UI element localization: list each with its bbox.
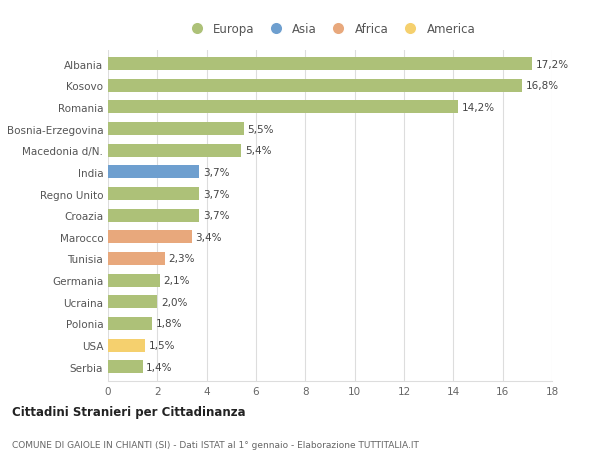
- Bar: [108, 209, 199, 222]
- Legend: Europa, Asia, Africa, America: Europa, Asia, Africa, America: [182, 20, 478, 38]
- Text: 2,0%: 2,0%: [161, 297, 187, 307]
- Bar: [108, 123, 244, 136]
- Bar: [108, 296, 157, 308]
- Bar: [108, 188, 199, 201]
- Bar: [108, 231, 192, 244]
- Text: 3,4%: 3,4%: [196, 232, 222, 242]
- Text: 3,7%: 3,7%: [203, 168, 229, 178]
- Text: 2,3%: 2,3%: [169, 254, 195, 264]
- Bar: [108, 252, 165, 265]
- Text: 1,8%: 1,8%: [156, 319, 182, 329]
- Bar: [108, 339, 145, 352]
- Text: 2,1%: 2,1%: [163, 275, 190, 285]
- Bar: [108, 317, 152, 330]
- Bar: [108, 80, 523, 93]
- Text: 1,5%: 1,5%: [149, 340, 175, 350]
- Text: 1,4%: 1,4%: [146, 362, 173, 372]
- Text: 3,7%: 3,7%: [203, 189, 229, 199]
- Bar: [108, 166, 199, 179]
- Text: Cittadini Stranieri per Cittadinanza: Cittadini Stranieri per Cittadinanza: [12, 405, 245, 419]
- Bar: [108, 360, 143, 374]
- Text: 16,8%: 16,8%: [526, 81, 559, 91]
- Bar: [108, 58, 532, 71]
- Text: 5,5%: 5,5%: [247, 124, 274, 134]
- Text: 5,4%: 5,4%: [245, 146, 271, 156]
- Bar: [108, 145, 241, 157]
- Bar: [108, 101, 458, 114]
- Text: 17,2%: 17,2%: [536, 60, 569, 69]
- Bar: [108, 274, 160, 287]
- Text: 14,2%: 14,2%: [462, 103, 495, 113]
- Text: 3,7%: 3,7%: [203, 211, 229, 221]
- Text: COMUNE DI GAIOLE IN CHIANTI (SI) - Dati ISTAT al 1° gennaio - Elaborazione TUTTI: COMUNE DI GAIOLE IN CHIANTI (SI) - Dati …: [12, 441, 419, 449]
